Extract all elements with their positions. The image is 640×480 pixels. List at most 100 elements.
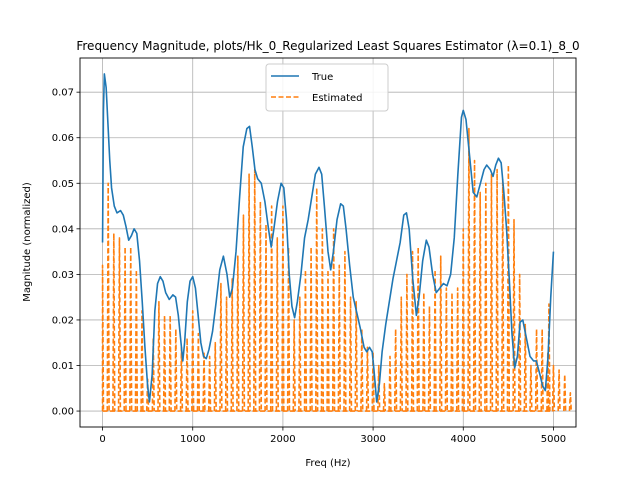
y-tick-label: 0.06 (52, 133, 74, 144)
y-tick-label: 0.04 (52, 224, 74, 235)
estimated-series (101, 127, 573, 412)
estimated-spike (371, 351, 375, 412)
estimated-spike (253, 168, 257, 412)
legend-estimated-label: Estimated (312, 93, 363, 104)
estimated-spike (399, 296, 403, 412)
estimated-spike (461, 228, 465, 412)
estimated-spike (405, 273, 409, 412)
x-tick-label: 3000 (360, 434, 385, 445)
estimated-spike (191, 310, 195, 412)
estimated-spike (320, 228, 325, 412)
estimated-spike (444, 287, 449, 412)
estimated-spike (236, 255, 240, 412)
estimated-spike (326, 269, 330, 412)
estimated-spike (388, 355, 392, 412)
estimated-spike (467, 127, 471, 412)
estimated-spike (101, 264, 105, 412)
estimated-spike (264, 223, 268, 412)
estimated-spike (343, 250, 347, 412)
estimated-spike (360, 328, 364, 412)
x-axis-label: Freq (Hz) (305, 458, 350, 469)
y-tick-label: 0.01 (52, 361, 74, 372)
estimated-spike (269, 205, 274, 412)
estimated-spike (219, 282, 223, 412)
estimated-spike (354, 300, 358, 412)
estimated-spike (382, 382, 387, 412)
estimated-spike (523, 323, 527, 412)
estimated-spike (202, 351, 206, 412)
estimated-spike (472, 159, 477, 412)
y-tick-label: 0.07 (52, 88, 74, 99)
estimated-spike (258, 200, 263, 412)
x-tick-label: 0 (99, 434, 105, 445)
x-axis: 0 1000 2000 3000 4000 5000 (99, 427, 566, 445)
x-tick-label: 4000 (451, 434, 476, 445)
plot-frame (79, 57, 577, 428)
estimated-spike (292, 319, 296, 412)
estimated-spike (450, 291, 454, 412)
estimated-spike (123, 246, 127, 412)
chart-title: Frequency Magnitude, plots/Hk_0_Regulari… (76, 39, 579, 53)
legend-true-label: True (311, 72, 333, 83)
estimated-spike (117, 237, 122, 412)
estimated-spike (157, 300, 161, 412)
x-tick-label: 1000 (180, 434, 205, 445)
true-series-line (101, 73, 555, 403)
estimated-spike (331, 228, 336, 412)
y-tick-label: 0.02 (52, 315, 74, 326)
estimated-spike (196, 332, 201, 412)
estimated-spike (540, 328, 544, 412)
estimated-spike (517, 273, 522, 412)
estimated-spike (129, 246, 133, 412)
estimated-spike (151, 337, 155, 412)
y-axis-label: Magnitude (normalized) (22, 182, 33, 302)
estimated-spike (230, 278, 234, 412)
estimated-spike (529, 364, 533, 412)
estimated-spike (213, 341, 217, 412)
estimated-spike (303, 269, 308, 412)
estimated-spike (162, 314, 167, 412)
estimated-spike (455, 287, 460, 412)
estimated-spike (433, 269, 437, 412)
estimated-spike (241, 214, 246, 412)
estimated-spike (568, 392, 573, 412)
estimated-spike (557, 369, 561, 412)
estimated-spike (547, 303, 551, 412)
estimated-spike (281, 205, 285, 412)
estimated-spike (427, 305, 432, 412)
y-tick-label: 0.03 (52, 270, 74, 281)
estimated-spike (134, 269, 139, 412)
legend: True Estimated (265, 63, 389, 112)
estimated-spike (315, 187, 319, 412)
estimated-spike (422, 291, 426, 412)
estimated-spike (484, 182, 488, 412)
estimated-spike (348, 296, 353, 412)
estimated-spike (563, 373, 567, 412)
x-tick-label: 5000 (541, 434, 566, 445)
estimated-spike (275, 237, 279, 412)
estimated-spike (185, 337, 189, 412)
estimated-spike (495, 168, 499, 412)
x-tick-label: 2000 (270, 434, 295, 445)
estimated-spike (416, 246, 420, 412)
y-tick-label: 0.00 (52, 407, 74, 418)
estimated-spike (410, 250, 415, 412)
estimated-spike (112, 232, 116, 412)
estimated-spike (551, 364, 556, 412)
estimated-spike (140, 310, 144, 412)
estimated-spike (337, 264, 341, 412)
estimated-spike (309, 246, 313, 412)
estimated-spike (489, 173, 494, 412)
estimated-spike (106, 182, 110, 412)
estimated-spike (393, 328, 398, 412)
y-tick-label: 0.05 (52, 179, 74, 190)
estimated-spike (174, 328, 178, 412)
estimated-spike (512, 218, 516, 412)
estimated-spike (247, 173, 251, 412)
estimated-spike (501, 177, 505, 412)
estimated-spike (298, 296, 302, 412)
estimated-spike (286, 246, 291, 412)
estimated-spike (478, 191, 482, 412)
estimated-spike (224, 296, 229, 412)
